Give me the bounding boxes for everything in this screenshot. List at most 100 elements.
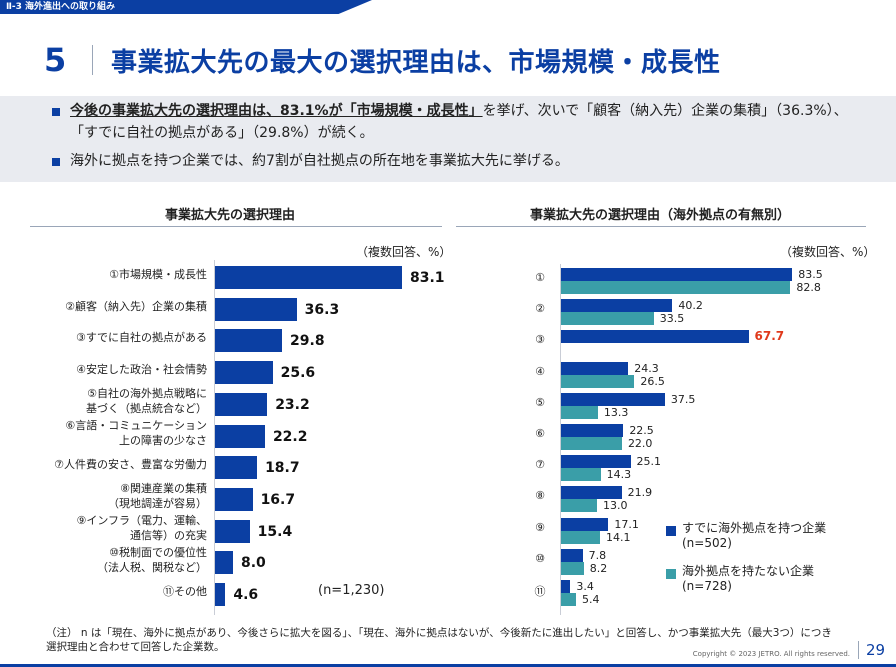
- right-chart-value-label: 37.5: [670, 392, 696, 406]
- left-chart-value-label: 16.7: [260, 491, 296, 508]
- right-chart-bar-with-base: [561, 517, 609, 531]
- bullet-square-icon: [52, 158, 60, 166]
- right-chart-value-label: 83.5: [798, 268, 823, 281]
- summary-box: 今後の事業拡大先の選択理由は、83.1%が「市場規模・成長性」を挙げ、次いで「顧…: [0, 96, 896, 182]
- right-chart-value-label: 33.5: [659, 312, 685, 326]
- title-divider: [92, 45, 93, 75]
- left-chart-category-label: ①市場規模・成長性: [109, 268, 207, 281]
- left-chart-value-label: 8.0: [241, 555, 266, 572]
- summary-text: 海外に拠点を持つ企業では、約7割が自社拠点の所在地を事業拡大先に挙げる。: [70, 153, 569, 169]
- title-row: 5 事業拡大先の最大の選択理由は、市場規模・成長性: [44, 38, 721, 82]
- right-chart-value-label: 8.2: [589, 561, 608, 575]
- right-chart-value-label: 13.3: [603, 405, 629, 419]
- left-chart-category-label: ⑧関連産業の集積 （現地調達が容易）: [108, 482, 207, 511]
- legend-swatch-with-base: [666, 526, 676, 536]
- left-chart-category-label: ③すでに自社の拠点がある: [76, 331, 207, 345]
- right-chart-bar-with-base: [561, 424, 624, 437]
- summary-highlight: 今後の事業拡大先の選択理由は、83.1%が「市場規模・成長性」: [70, 103, 483, 119]
- left-chart-bar: [215, 519, 250, 543]
- right-chart-bar-without-base: [561, 499, 597, 513]
- legend-item-with-base: すでに海外拠点を持つ企業 (n=502): [666, 521, 826, 551]
- right-chart-bar-without-base: [561, 405, 598, 419]
- right-chart-value-label: 25.1: [636, 455, 662, 469]
- left-chart-category-label: ④安定した政治・社会情勢: [76, 363, 207, 377]
- right-chart-category-label: ⑪: [534, 585, 546, 598]
- page-number-divider: [858, 641, 859, 659]
- left-chart-bar: [215, 456, 258, 480]
- right-chart-bar-without-base: [561, 312, 654, 326]
- right-chart-bar-with-base: [561, 299, 673, 313]
- legend-item-without-base: 海外拠点を持たない企業 (n=728): [666, 564, 814, 594]
- right-chart-category-label: ④: [535, 364, 545, 378]
- right-chart-unit-label: （複数回答、%）: [780, 245, 876, 259]
- legend-label: すでに海外拠点を持つ企業: [682, 521, 827, 535]
- right-chart-value-label: 67.7: [754, 329, 785, 344]
- left-chart-category-label: ⑦人件費の安さ、豊富な労働力: [54, 458, 207, 472]
- right-chart-bar-without-base: [561, 437, 622, 450]
- left-chart-category-label: ⑤自社の海外拠点戦略に 基づく（拠点統合など）: [86, 387, 207, 416]
- right-chart-value-label: 21.9: [627, 486, 653, 500]
- copyright: Copyright © 2023 JETRO. All rights reser…: [692, 650, 850, 658]
- right-chart-value-label: 14.3: [606, 468, 632, 482]
- right-chart-bar-with-base: [561, 548, 583, 562]
- left-chart-category-label: ⑨インフラ（電力、運輸、 通信等）の充実: [76, 514, 207, 543]
- left-chart-bar: [215, 487, 253, 511]
- right-chart-bar-with-base: [561, 392, 665, 406]
- right-chart-axis: [560, 264, 561, 615]
- right-chart-category-label: ③: [535, 333, 545, 347]
- right-chart-category-label: ⑨: [535, 520, 545, 534]
- right-chart-bar-with-base: [561, 268, 793, 281]
- right-chart-bar-without-base: [561, 281, 791, 294]
- left-chart-category-label: ⑥言語・コミュニケーション 上の障害の少なさ: [65, 419, 207, 447]
- left-chart-bar: [215, 329, 283, 353]
- page-number: 29: [866, 641, 886, 659]
- right-chart-value-label: 82.8: [796, 281, 821, 294]
- left-chart-value-label: 83.1: [409, 270, 445, 286]
- summary-bullet-1: 今後の事業拡大先の選択理由は、83.1%が「市場規模・成長性」を挙げ、次いで「顧…: [52, 100, 856, 144]
- section-number: 5: [44, 41, 67, 79]
- left-chart-category-label: ⑩税制面での優位性 （法人税、関税など）: [97, 545, 207, 574]
- right-chart-category-label: ⑧: [535, 489, 545, 503]
- footnote: （注） n は「現在、海外に拠点があり、今後さらに拡大を図る」、「現在、海外に拠…: [46, 626, 866, 654]
- right-chart-bar-with-base: [561, 455, 631, 469]
- left-chart-bar: [215, 392, 268, 416]
- right-chart-value-label: 3.4: [576, 580, 594, 593]
- right-chart-category-label: ②: [535, 302, 545, 316]
- right-chart-category-label: ①: [535, 271, 545, 284]
- summary-text: を挙げ、次いで「顧客（納入先）企業の集積」（36.3%）、「すでに自社の拠点があ…: [70, 103, 848, 141]
- left-chart-bar: [215, 266, 402, 289]
- left-chart-value-label: 29.8: [290, 333, 325, 350]
- breadcrumb: Ⅱ-3 海外進出への取り組み: [6, 2, 116, 12]
- left-chart-value-label: 4.6: [233, 587, 259, 603]
- right-chart-bar-with-base: [561, 361, 629, 375]
- footnote-line-1: （注） n は「現在、海外に拠点があり、今後さらに拡大を図る」、「現在、海外に拠…: [46, 627, 832, 639]
- legend-swatch-without-base: [666, 569, 676, 579]
- right-chart-category-label: ⑦: [535, 458, 545, 472]
- left-chart-category-label: ⑪その他: [163, 585, 207, 598]
- right-chart-title: 事業拡大先の選択理由（海外拠点の有無別）: [529, 208, 790, 223]
- right-chart-bar-without-base: [561, 561, 584, 575]
- left-chart-bar: [215, 583, 226, 606]
- left-chart-bar: [215, 551, 233, 575]
- left-chart-bar: [215, 424, 265, 448]
- bottom-rule: [0, 664, 896, 667]
- left-chart-n-label: (n=1,230): [318, 583, 385, 598]
- right-chart-category-label: ⑥: [535, 427, 545, 440]
- right-chart-title-underline: [456, 226, 866, 227]
- right-chart-value-label: 24.3: [634, 361, 659, 375]
- right-chart-value-label: 22.5: [629, 424, 654, 437]
- left-chart-value-label: 15.4: [257, 523, 293, 540]
- left-chart-bar: [215, 297, 297, 321]
- right-chart-value-label: 17.1: [614, 517, 639, 531]
- page-title: 事業拡大先の最大の選択理由は、市場規模・成長性: [111, 47, 721, 78]
- legend-label: 海外拠点を持たない企業: [682, 564, 815, 578]
- right-chart-category-label: ⑩: [535, 551, 545, 565]
- left-chart-axis: [214, 260, 215, 615]
- right-chart-bar-without-base: [561, 593, 576, 606]
- right-chart-value-label: 26.5: [640, 374, 665, 388]
- left-chart-value-label: 25.6: [280, 365, 316, 382]
- legend-n: (n=728): [682, 579, 732, 593]
- footnote-line-2: 選択理由と合わせて回答した企業数。: [46, 641, 225, 653]
- left-chart-value-label: 23.2: [275, 396, 310, 413]
- left-chart-title: 事業拡大先の選択理由: [164, 208, 295, 223]
